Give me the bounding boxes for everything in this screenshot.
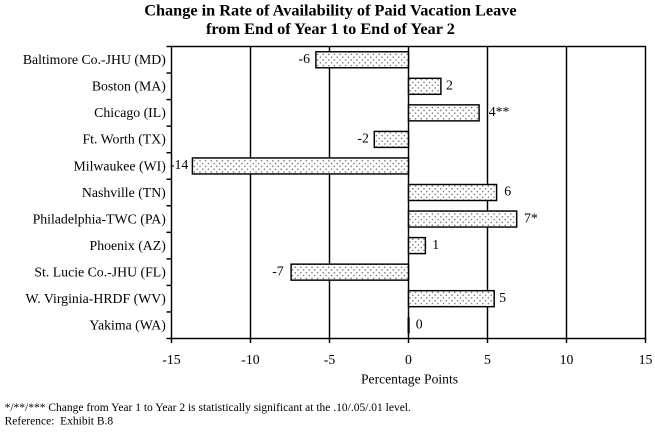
- svg-text:6: 6: [504, 184, 511, 199]
- svg-text:Baltimore Co.-JHU (MD): Baltimore Co.-JHU (MD): [23, 52, 166, 68]
- svg-text:-15: -15: [162, 352, 180, 367]
- svg-text:Philadelphia-TWC (PA): Philadelphia-TWC (PA): [33, 211, 166, 227]
- svg-text:Change in Rate of Availability: Change in Rate of Availability of Paid V…: [144, 1, 516, 20]
- svg-text:Yakima (WA): Yakima (WA): [89, 318, 165, 334]
- svg-text:from End of Year 1 to End of Y: from End of Year 1 to End of Year 2: [206, 19, 455, 38]
- svg-text:-7: -7: [272, 263, 284, 278]
- svg-text:10: 10: [560, 352, 574, 367]
- svg-text:-6: -6: [299, 51, 311, 66]
- svg-text:1: 1: [432, 237, 439, 252]
- svg-text:Ft. Worth (TX): Ft. Worth (TX): [82, 132, 165, 148]
- svg-text:Phoenix (AZ): Phoenix (AZ): [90, 238, 166, 254]
- svg-text:5: 5: [499, 290, 506, 305]
- svg-text:Reference: Exhibit B.8: Reference: Exhibit B.8: [5, 416, 114, 428]
- svg-text:7*: 7*: [524, 210, 538, 225]
- svg-text:St. Lucie Co.-JHU (FL): St. Lucie Co.-JHU (FL): [34, 264, 165, 280]
- svg-text:0: 0: [405, 352, 412, 367]
- svg-text:Chicago (IL): Chicago (IL): [94, 105, 166, 121]
- svg-text:Nashville (TN): Nashville (TN): [82, 185, 166, 201]
- svg-text:-14: -14: [170, 157, 188, 172]
- svg-text:5: 5: [484, 352, 491, 367]
- svg-text:Boston (MA): Boston (MA): [92, 79, 166, 95]
- svg-text:-5: -5: [324, 352, 336, 367]
- svg-text:15: 15: [639, 352, 653, 367]
- svg-text:2: 2: [446, 78, 453, 93]
- svg-text:*/**/*** Change from Year 1 to: */**/*** Change from Year 1 to Year 2 is…: [5, 402, 411, 414]
- svg-text:Milwaukee (WI): Milwaukee (WI): [73, 158, 165, 174]
- svg-text:-2: -2: [357, 131, 369, 146]
- svg-text:4**: 4**: [489, 104, 510, 119]
- svg-text:Percentage Points: Percentage Points: [361, 372, 458, 387]
- svg-text:-10: -10: [241, 352, 259, 367]
- svg-text:W. Virginia-HRDF (WV): W. Virginia-HRDF (WV): [25, 291, 165, 307]
- svg-text:0: 0: [416, 316, 423, 331]
